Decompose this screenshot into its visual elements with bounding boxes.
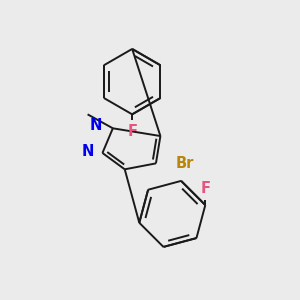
Text: N: N — [81, 144, 94, 159]
Text: F: F — [127, 124, 137, 139]
Text: N: N — [89, 118, 102, 134]
Text: Br: Br — [175, 156, 194, 171]
Text: F: F — [200, 181, 210, 196]
